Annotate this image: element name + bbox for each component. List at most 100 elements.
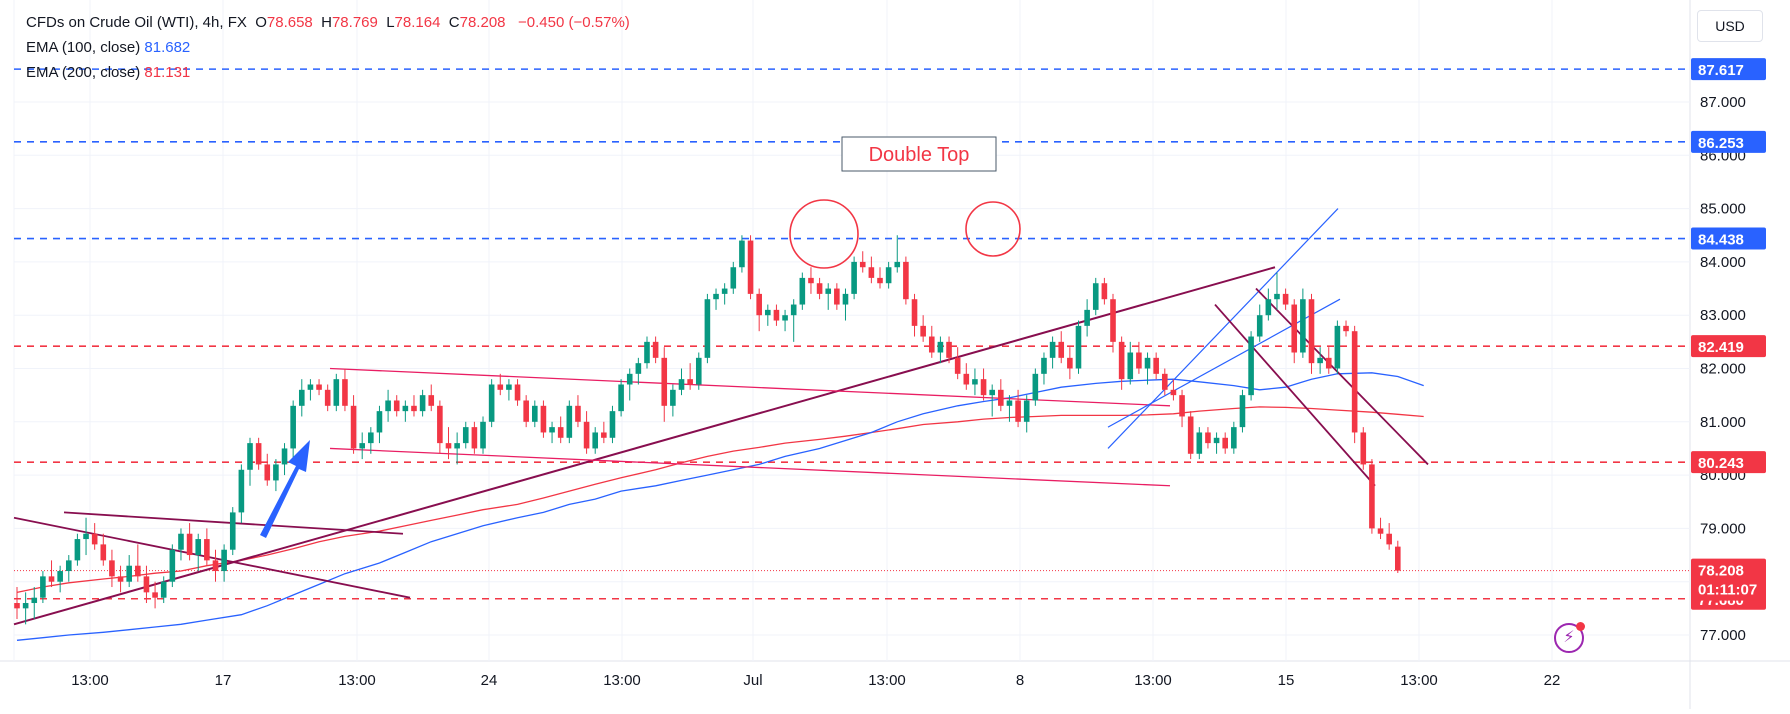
candle [109,549,115,588]
candle-body [1101,283,1108,300]
candle-body [1395,546,1401,571]
candle [540,400,547,438]
candle-body [514,384,521,401]
candle [1386,523,1392,550]
candle-body [1153,357,1159,374]
candle-body [169,549,176,582]
candle-body [488,384,495,422]
ohlc-h: H78.769 [321,14,378,31]
candle-body [1075,325,1082,369]
candle-body [998,389,1004,406]
ema200-row[interactable]: EMA (200, close) 81.131 [26,60,630,85]
price-tick-label: 81.000 [1700,414,1746,431]
candle [1300,288,1306,358]
price-axis: 77.00078.00079.00080.00081.00082.00083.0… [1691,58,1766,644]
candle-body [713,293,719,300]
falling-channel-upper [1214,303,1376,487]
candle-body [1369,464,1375,529]
candle-body [316,384,322,390]
candle [834,283,840,310]
ohlc-o: O78.658 [255,14,313,31]
level-label: 84.438 [1698,232,1744,249]
candle-body [195,539,202,556]
candle [14,587,20,620]
level-label: 86.253 [1698,135,1744,152]
candle-body [109,560,115,577]
candle-body [48,576,55,582]
candle [100,533,107,566]
candle-body [626,373,633,385]
candle-body [385,400,391,412]
candle [859,251,866,273]
bolt-icon[interactable]: ⚡ [1554,622,1585,653]
candle-body [419,395,426,412]
candle [83,517,89,556]
candle-body [324,389,331,406]
candle [316,379,322,396]
candle [290,400,296,460]
candle [143,565,150,604]
candle [842,288,849,321]
candle-body [877,277,883,284]
candle [575,395,581,428]
candle-body [152,592,158,598]
candle [980,368,987,401]
candle [739,235,745,273]
candle [152,581,158,609]
candle [868,256,875,284]
symbol-text[interactable]: CFDs on Crude Oil (WTI), 4h, FX [26,14,247,31]
candle-body [549,427,555,433]
candle [532,400,538,428]
candle [566,400,573,444]
candle [1136,341,1142,374]
candle [1023,395,1030,433]
candle [1222,432,1228,454]
candle-body [333,379,340,406]
candle [885,261,892,289]
candle-body [1118,341,1125,380]
candle [221,544,227,582]
candle-body [1274,293,1280,300]
falling-channel-lower [1255,287,1429,466]
candle-body [687,379,693,385]
candle [644,336,650,369]
time-tick-label: 13:00 [868,672,906,689]
candle-body [428,395,435,406]
candle-body [1248,336,1254,396]
candle-body [229,512,236,550]
time-tick-label: 13:00 [1400,672,1438,689]
candle [799,272,806,310]
rising-channel-upper [1107,208,1339,449]
candle-body [1265,299,1272,316]
candle [549,421,555,444]
candle-body [894,261,901,268]
candle [609,405,616,444]
candle-body [1127,352,1134,380]
candle [989,384,995,417]
currency-button[interactable]: USD [1697,10,1763,42]
candle [359,432,365,460]
candle [635,357,642,385]
candle [894,235,901,273]
time-tick-label: 13:00 [1134,672,1172,689]
candle [48,560,55,588]
candle-body [963,373,970,385]
ema100-row[interactable]: EMA (100, close) 81.682 [26,35,630,60]
candle [678,368,685,396]
candle [1395,540,1401,573]
candle [618,379,624,417]
candle-body [83,533,89,540]
candle [1274,272,1280,310]
candle [1213,432,1220,454]
candle-body [972,379,978,385]
candle [186,523,193,561]
level-tag [1691,130,1766,153]
candle-body [264,464,271,481]
candle-body [1325,357,1332,369]
candles [14,235,1401,625]
candle-body [117,576,124,582]
candle [350,395,357,454]
candle [1377,517,1384,540]
